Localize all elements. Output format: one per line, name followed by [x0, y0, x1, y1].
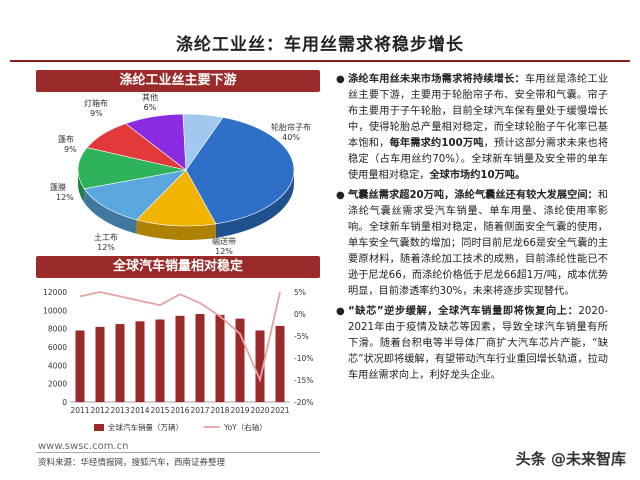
- pie-slice-label: 灯箱布: [84, 98, 108, 108]
- pie-slice-label: 篷膜: [50, 182, 66, 192]
- pie-slice-label: 篷布: [58, 134, 74, 144]
- paragraph-lead: 涤纶车用丝未来市场需求将持续增长：: [348, 74, 525, 85]
- right-axis-tick-label: -5%: [294, 332, 309, 341]
- yoy-line: [79, 291, 281, 383]
- left-axis-tick-label: 4000: [48, 361, 67, 370]
- pie-slice-percent: 12%: [56, 193, 74, 202]
- sales-bar: [75, 330, 85, 402]
- pie-slice: [83, 169, 187, 221]
- pie-slice-label: 其他: [142, 92, 158, 102]
- bullet-icon: ●: [336, 306, 345, 317]
- footer-divider: [36, 452, 320, 453]
- sales-bar: [155, 319, 165, 402]
- paragraph-body: ，预计这部分需求未来也将稳定（占车用丝约70%）。全球新车销量及安全带的单车使用…: [348, 138, 609, 181]
- x-axis-tick-label: 2019: [230, 406, 249, 415]
- paragraph-lead: “缺芯”逆步缓解，全球汽车销量即将恢复向上：: [348, 306, 579, 317]
- paragraph-chip-shortage: ● “缺芯”逆步缓解，全球汽车销量即将恢复向上：2020-2021年由于疫情及缺…: [336, 304, 608, 384]
- pie-slice: [77, 147, 187, 190]
- left-axis-tick-label: 0: [62, 398, 67, 407]
- pie-slice-label: 土工布: [94, 232, 118, 242]
- paragraph-highlight: 每年需求约100万吨: [389, 138, 484, 149]
- pie-slice-side: [84, 188, 137, 234]
- paragraph-body: 车用丝是涤纶工业丝主要下游，主要用于轮胎帘子布、安全带和气囊。帘子布主要用于子午…: [348, 74, 609, 149]
- legend-label: 全球汽车销量（万辆）: [108, 422, 183, 432]
- x-axis-tick-label: 2016: [170, 406, 189, 415]
- pie-slice-percent: 6%: [144, 103, 157, 112]
- sales-bar: [135, 321, 145, 402]
- x-axis-tick-label: 2017: [190, 406, 209, 415]
- x-axis-tick-label: 2014: [130, 406, 149, 415]
- legend-swatch-bar: [94, 424, 104, 431]
- pie-slice-percent: 9%: [64, 145, 77, 154]
- sales-bar: [95, 326, 105, 402]
- pie-slice-side: [136, 219, 216, 240]
- paragraph-highlight: 全球市场约10万吨。: [429, 170, 526, 181]
- website-url: www.swsc.com.cn: [38, 441, 129, 452]
- pie-slice: [136, 169, 217, 227]
- pie-slice-percent: 9%: [90, 109, 103, 118]
- bar-chart-title: 全球汽车销量相对稳定: [36, 256, 320, 278]
- sales-bar-line-chart: 0 2000 4000 6000 8000 10000 12000 -20% -15% -10% -…: [43, 288, 313, 432]
- left-axis-tick-label: 8000: [48, 325, 67, 334]
- right-axis-tick-label: 5%: [294, 288, 306, 297]
- left-axis-tick-label: 6000: [48, 343, 67, 352]
- paragraph-lead: 气囊丝需求超20万吨，涤纶气囊丝还有较大发展空间：: [348, 190, 598, 201]
- right-axis-tick-label: -20%: [294, 398, 313, 407]
- title-divider: [10, 60, 630, 62]
- paragraph-car-yarn: ● 涤纶车用丝未来市场需求将持续增长：车用丝是涤纶工业丝主要下游，主要用于轮胎帘…: [336, 72, 608, 184]
- left-axis-tick-label: 12000: [43, 288, 67, 297]
- sales-bar: [215, 314, 225, 402]
- sales-bar: [255, 330, 265, 402]
- x-axis-tick-label: 2013: [110, 406, 129, 415]
- pie-slice-side: [78, 170, 85, 203]
- left-axis-tick-label: 2000: [48, 380, 67, 389]
- analysis-text: ● 涤纶车用丝未来市场需求将持续增长：车用丝是涤纶工业丝主要下游，主要用于轮胎帘…: [336, 72, 608, 388]
- bullet-icon: ●: [336, 190, 345, 201]
- source-note: 资料来源：华经情报网，搜狐汽车，西南证券整理: [38, 458, 226, 468]
- right-axis-tick-label: 0%: [294, 310, 306, 319]
- page-title: 涤纶工业丝：车用丝需求将稳步增长: [176, 35, 464, 55]
- left-axis-tick-label: 10000: [43, 306, 67, 315]
- pie-slice: [182, 113, 224, 171]
- paragraph-airbag-yarn: ● 气囊丝需求超20万吨，涤纶气囊丝还有较大发展空间：和涤纶气囊丝需求受汽车销量…: [336, 188, 608, 300]
- pie-chart-title: 涤纶工业丝主要下游: [36, 70, 320, 92]
- right-axis-tick-label: -10%: [294, 354, 313, 363]
- sales-bar: [275, 325, 285, 402]
- x-axis-tick-label: 2015: [150, 406, 169, 415]
- pie-slice: [185, 117, 295, 225]
- pie-slice-side: [215, 170, 294, 238]
- x-axis-tick-label: 2020: [250, 406, 269, 415]
- pie-slice-percent: 12%: [97, 243, 115, 252]
- paragraph-body: 和涤纶气囊丝需求受汽车销量、单车用量、涤纶使用率影响。全球新车销量相对稳定，随着…: [348, 190, 608, 297]
- right-axis-tick-label: -15%: [294, 376, 313, 385]
- legend-label: YoY（右轴）: [223, 422, 267, 432]
- x-axis-tick-label: 2021: [270, 406, 289, 415]
- x-axis-tick-label: 2011: [70, 406, 89, 415]
- watermark: 头条 @未来智库: [515, 450, 626, 468]
- x-axis-tick-label: 2012: [90, 406, 109, 415]
- sales-bar: [175, 315, 185, 402]
- sales-bar: [195, 314, 205, 402]
- paragraph-body: 2020-2021年由于疫情及缺芯等因素，导致全球汽车销量有所下滑。随着台积电等…: [348, 306, 608, 381]
- pie-slice-percent: 40%: [282, 133, 300, 142]
- pie-slice-label: 输送带: [212, 236, 236, 246]
- pie-slice-percent: 12%: [215, 247, 233, 256]
- bullet-icon: ●: [336, 74, 345, 85]
- sales-bar: [235, 318, 245, 402]
- pie-slice-label: 轮胎帘子布: [271, 122, 311, 132]
- x-axis-tick-label: 2018: [210, 406, 229, 415]
- sales-bar: [115, 324, 125, 402]
